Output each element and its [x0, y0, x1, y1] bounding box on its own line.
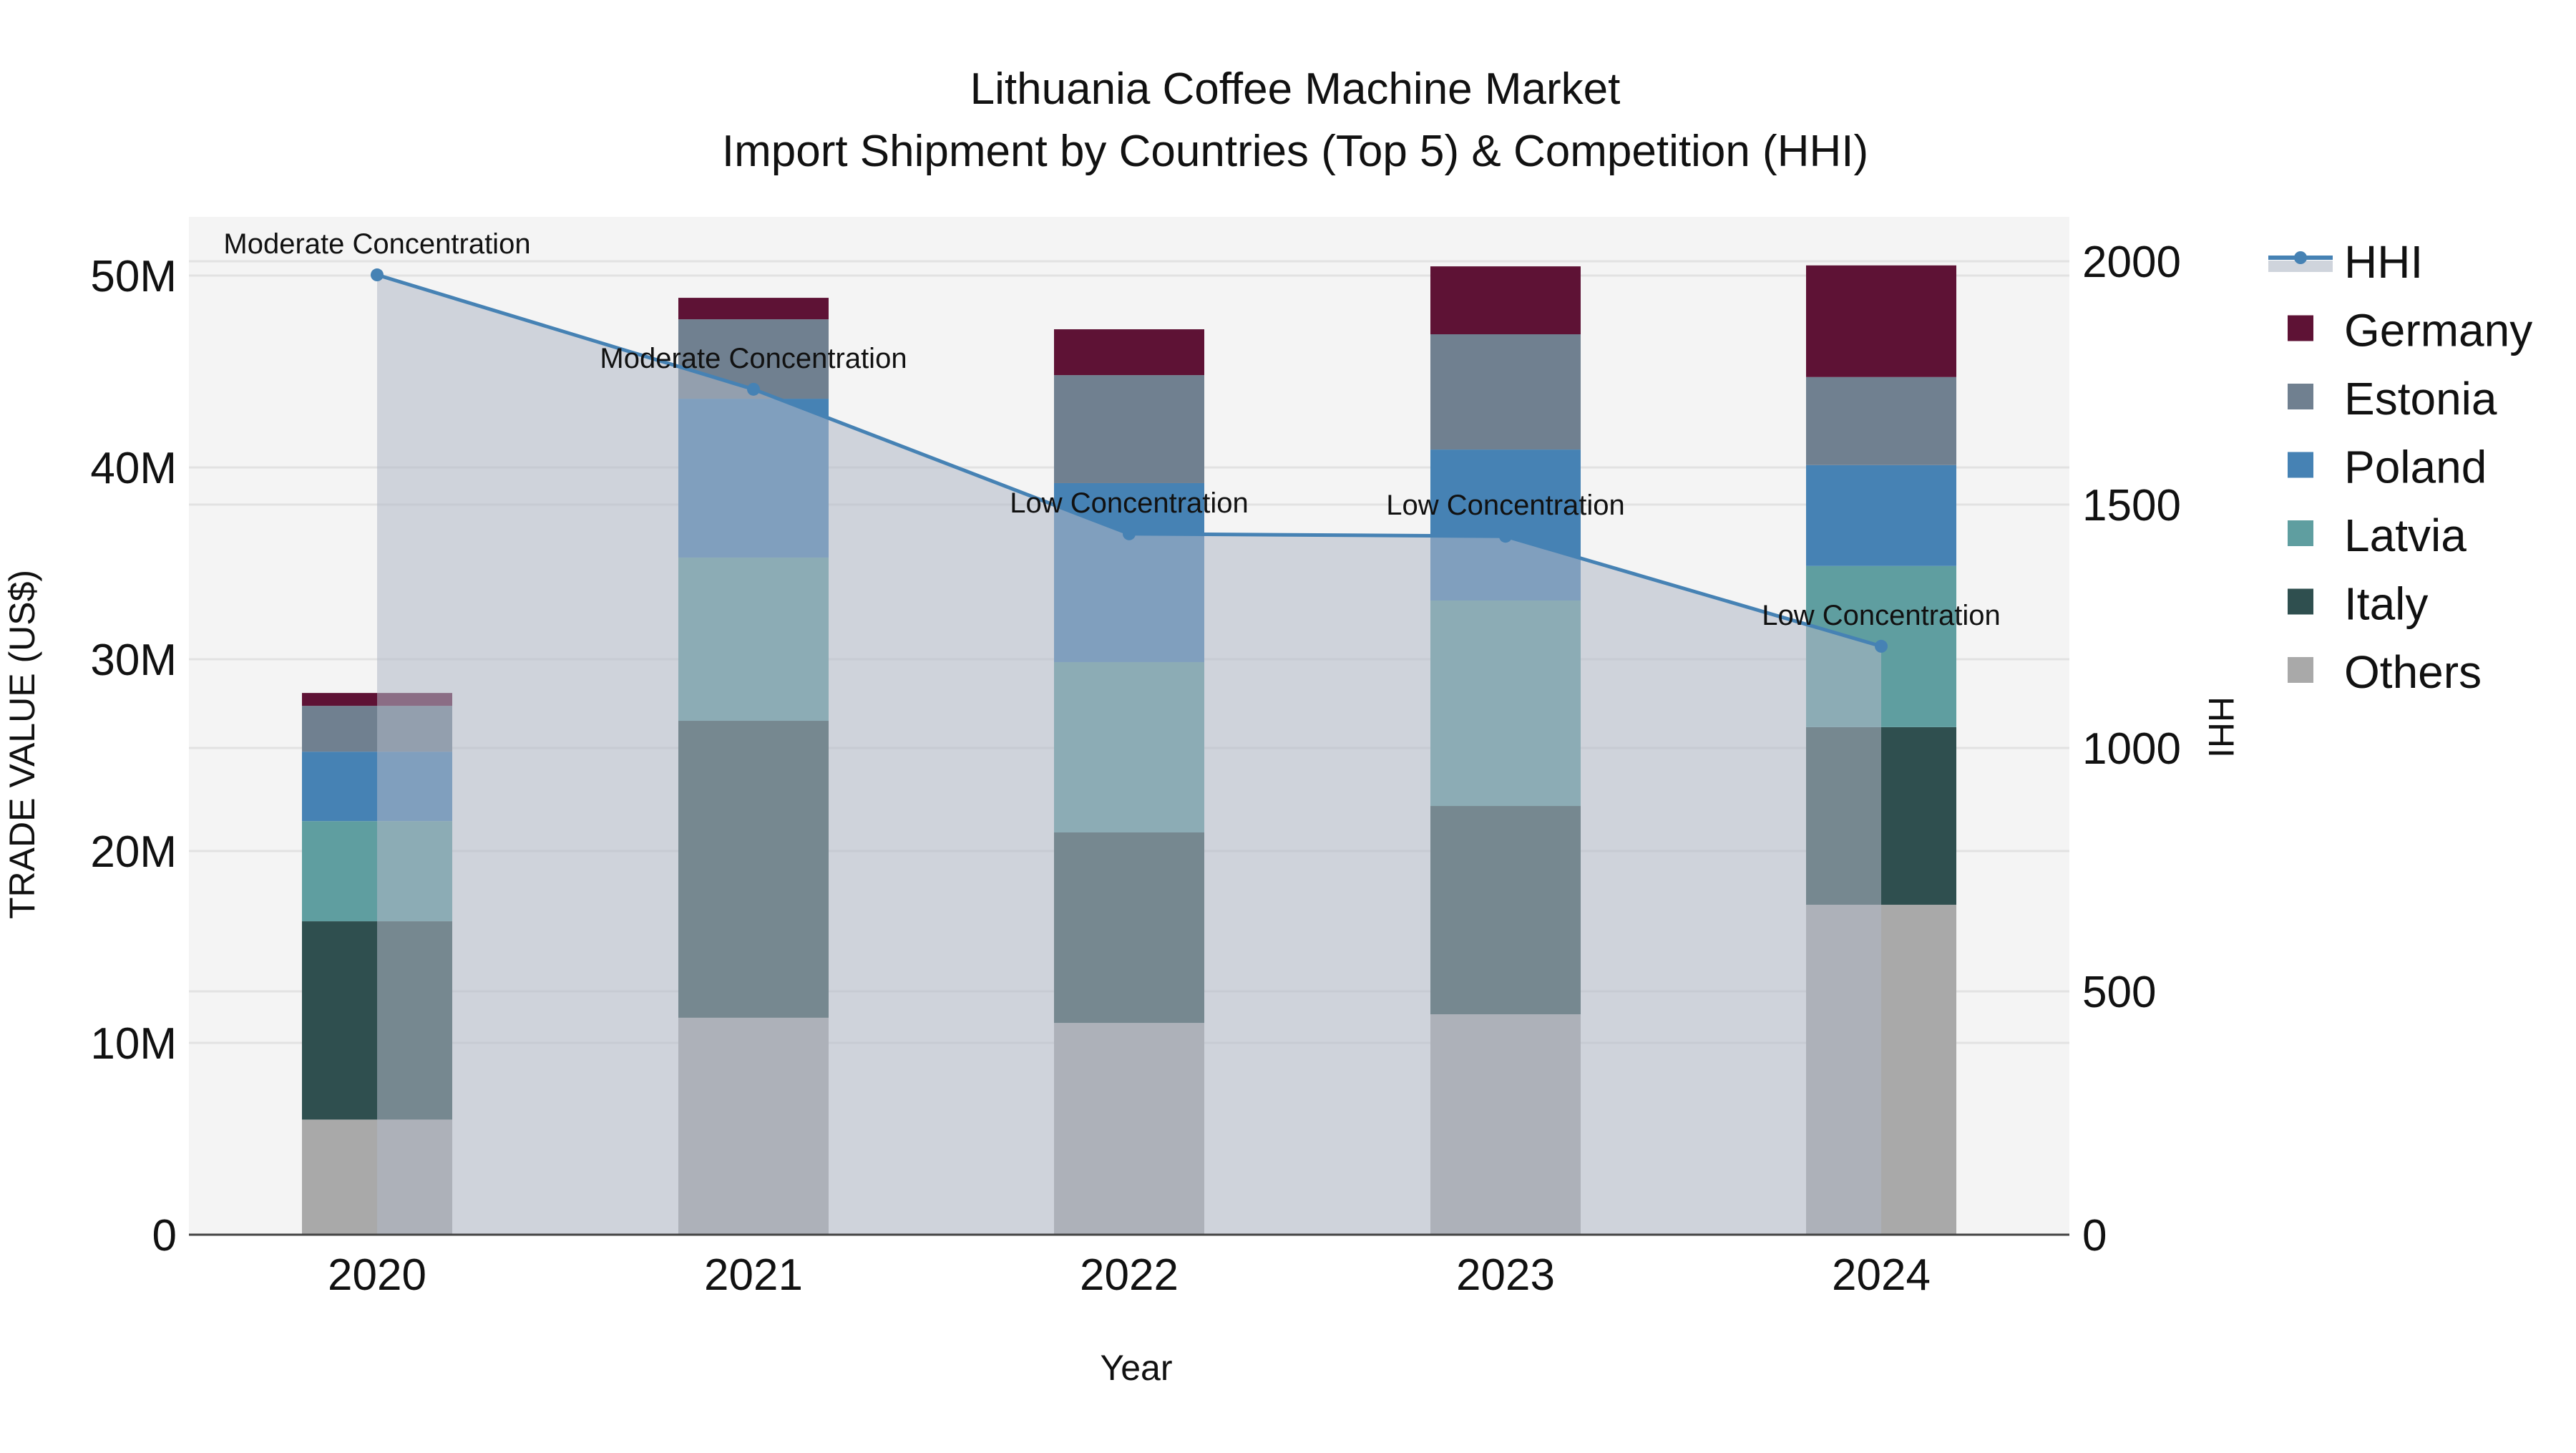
legend-label: Latvia: [2344, 510, 2467, 561]
bar-segment-estonia: [1430, 334, 1581, 450]
hhi-marker: [1499, 530, 1512, 543]
legend: HHI Germany Estonia Poland Latvia Italy Others: [2268, 236, 2532, 698]
legend-swatch-icon: [2288, 657, 2313, 683]
bar-segment-estonia: [1054, 375, 1204, 483]
x-tick-label: 2023: [1456, 1250, 1555, 1300]
hhi-marker: [1875, 639, 1888, 653]
x-axis-title: Year: [1100, 1348, 1172, 1388]
chart-title-line1: Lithuania Coffee Machine Market: [970, 64, 1621, 114]
hhi-area-fill: [377, 275, 1881, 1235]
hhi-annotation: Moderate Concentration: [600, 343, 907, 374]
y-right-tick-label: 1000: [2082, 724, 2181, 774]
legend-item-poland: Poland: [2288, 442, 2487, 493]
bar-segment-estonia: [1806, 376, 1956, 465]
hhi-annotation: Moderate Concentration: [223, 228, 530, 260]
y-right-tick-label: 1500: [2082, 481, 2181, 530]
legend-label: Estonia: [2344, 373, 2497, 424]
legend-label: Poland: [2344, 442, 2487, 493]
y-right-axis-title: HHI: [2201, 696, 2241, 758]
y-left-tick-label: 50M: [90, 252, 177, 301]
bar-segment-germany: [1054, 329, 1204, 376]
legend-swatch-icon: [2288, 520, 2313, 546]
chart-title-line2: Import Shipment by Countries (Top 5) & C…: [722, 127, 1868, 176]
x-tick-label: 2022: [1080, 1250, 1179, 1300]
bar-segment-germany: [678, 298, 829, 320]
legend-swatch-icon: [2288, 588, 2313, 615]
legend-label: Germany: [2344, 305, 2532, 356]
hhi-marker: [1123, 527, 1136, 540]
y-left-axis-title: TRADE VALUE (US$): [2, 570, 42, 919]
y-right-tick-label: 500: [2082, 968, 2156, 1017]
legend-item-latvia: Latvia: [2288, 510, 2467, 561]
legend-item-estonia: Estonia: [2288, 373, 2497, 424]
x-tick-label: 2021: [704, 1250, 803, 1300]
hhi-marker: [371, 268, 384, 282]
hhi-annotation: Low Concentration: [1386, 490, 1625, 521]
y-right-tick-label: 2000: [2082, 238, 2181, 287]
hhi-legend-area-icon: [2268, 261, 2333, 272]
bar-segment-germany: [1806, 265, 1956, 377]
legend-label: HHI: [2344, 236, 2423, 288]
y-left-tick-label: 10M: [90, 1019, 177, 1069]
legend-label: Italy: [2344, 578, 2428, 630]
legend-item-others: Others: [2288, 646, 2482, 698]
legend-item-germany: Germany: [2288, 305, 2532, 356]
hhi-legend-marker-icon: [2294, 251, 2307, 264]
hhi-marker: [747, 382, 760, 396]
x-tick-label: 2020: [328, 1250, 426, 1300]
hhi-annotation: Low Concentration: [1010, 487, 1249, 519]
legend-label: Others: [2344, 646, 2482, 698]
y-left-tick-label: 0: [152, 1211, 177, 1260]
legend-swatch-icon: [2288, 384, 2313, 409]
legend-item-italy: Italy: [2288, 578, 2428, 630]
plot-area: Moderate Concentration Moderate Concentra…: [90, 217, 2181, 1300]
x-tick-label: 2024: [1832, 1250, 1931, 1300]
bar-segment-poland: [1806, 465, 1956, 566]
y-left-tick-label: 30M: [90, 636, 177, 685]
y-right-tick-label: 0: [2082, 1211, 2107, 1260]
legend-swatch-icon: [2288, 452, 2313, 478]
bar-segment-germany: [1430, 266, 1581, 335]
legend-item-hhi: HHI: [2268, 236, 2423, 288]
hhi-annotation: Low Concentration: [1762, 600, 2001, 631]
legend-swatch-icon: [2288, 315, 2313, 341]
y-left-tick-label: 40M: [90, 444, 177, 493]
y-left-tick-label: 20M: [90, 827, 177, 877]
